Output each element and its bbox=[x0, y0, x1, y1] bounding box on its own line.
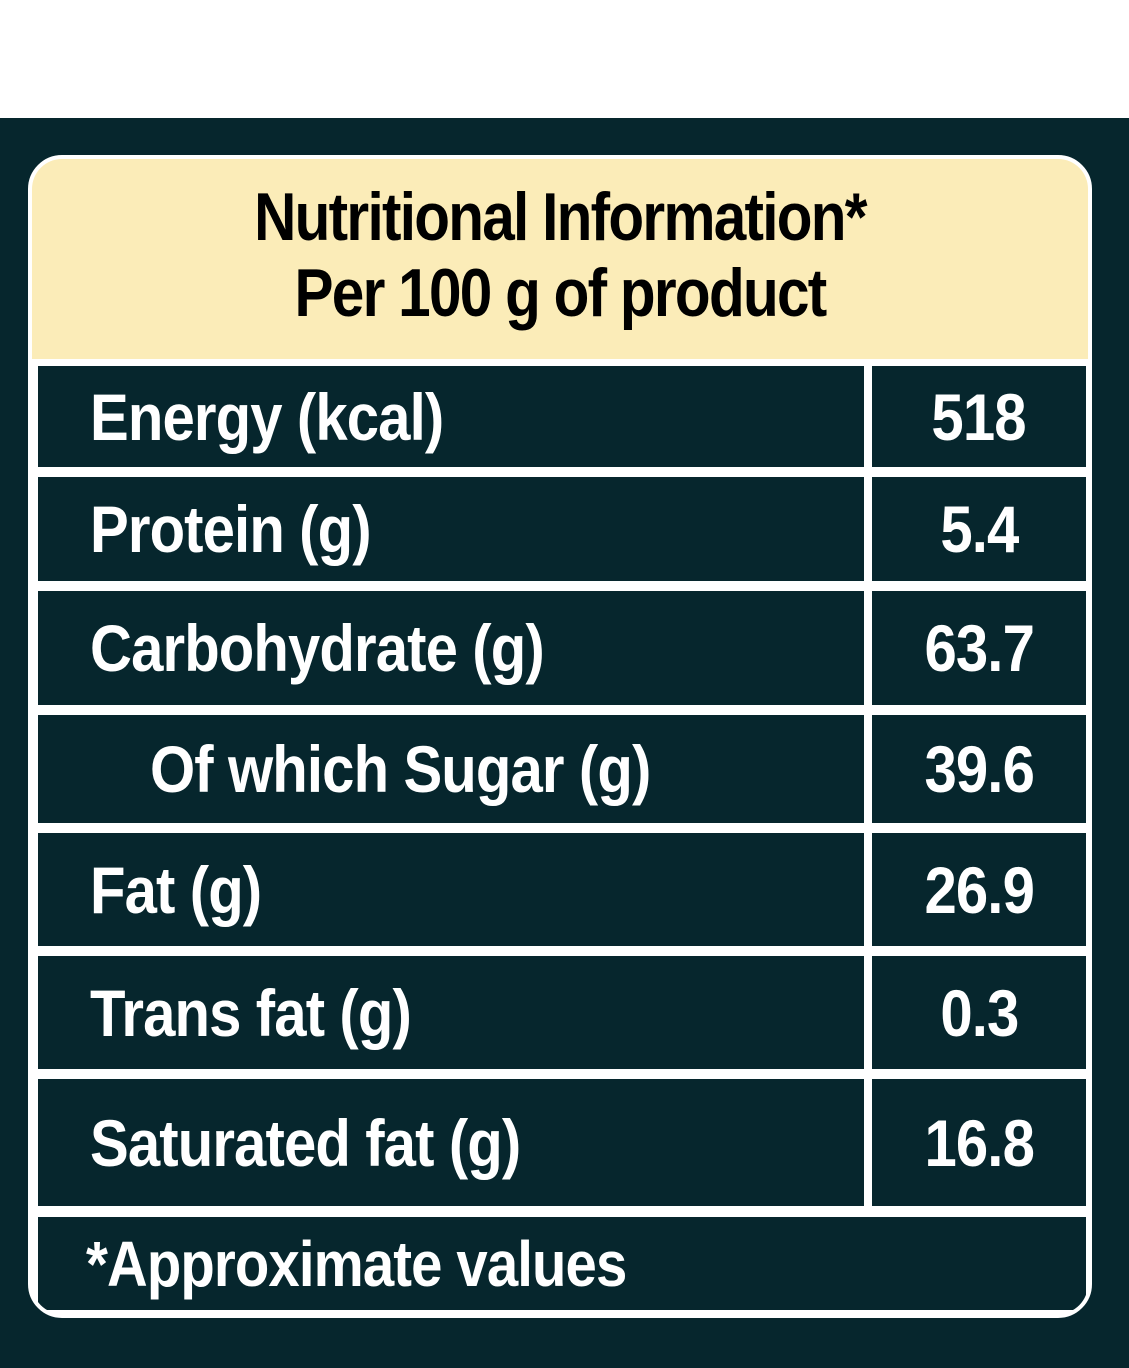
nutrient-value-cell: 0.3 bbox=[872, 956, 1086, 1069]
nutrition-facts-label: Nutritional Information* Per 100 g of pr… bbox=[28, 155, 1092, 1318]
nutrient-name: Of which Sugar (g) bbox=[150, 732, 651, 806]
nutrient-name-cell: Carbohydrate (g) bbox=[38, 591, 864, 705]
nutrient-name: Protein (g) bbox=[90, 492, 372, 566]
nutrient-value-cell: 26.9 bbox=[872, 833, 1086, 946]
nutrient-value-cell: 5.4 bbox=[872, 477, 1086, 581]
nutrient-name-cell: Energy (kcal) bbox=[38, 366, 864, 467]
nutrient-name-cell: Of which Sugar (g) bbox=[38, 715, 864, 823]
nutrient-name-cell: Fat (g) bbox=[38, 833, 864, 946]
nutrient-row-saturated-fat: Saturated fat (g) 16.8 bbox=[38, 1079, 1086, 1206]
nutrient-value-cell: 16.8 bbox=[872, 1079, 1086, 1206]
nutrient-value: 0.3 bbox=[939, 975, 1019, 1050]
nutrition-subtitle: Per 100 g of product bbox=[294, 255, 827, 331]
footnote-row: *Approximate values bbox=[38, 1217, 1086, 1310]
nutrient-value: 26.9 bbox=[924, 852, 1034, 927]
nutrient-value-cell: 39.6 bbox=[872, 715, 1086, 823]
footnote-text: *Approximate values bbox=[86, 1227, 627, 1300]
nutrient-row-trans-fat: Trans fat (g) 0.3 bbox=[38, 956, 1086, 1069]
nutrient-value: 39.6 bbox=[924, 732, 1034, 806]
nutrient-name-cell: Saturated fat (g) bbox=[38, 1079, 864, 1206]
nutrition-header: Nutritional Information* Per 100 g of pr… bbox=[32, 159, 1088, 359]
nutrient-name: Fat (g) bbox=[90, 852, 262, 927]
nutrient-value-cell: 518 bbox=[872, 366, 1086, 467]
nutrient-name: Trans fat (g) bbox=[90, 975, 412, 1050]
nutrient-value-cell: 63.7 bbox=[872, 591, 1086, 705]
nutrient-row-carbohydrate: Carbohydrate (g) 63.7 bbox=[38, 591, 1086, 705]
nutrition-title: Nutritional Information* bbox=[254, 179, 867, 255]
nutrient-row-protein: Protein (g) 5.4 bbox=[38, 477, 1086, 581]
nutrient-value: 16.8 bbox=[924, 1105, 1034, 1180]
nutrient-name-cell: Trans fat (g) bbox=[38, 956, 864, 1069]
nutrient-name-cell: Protein (g) bbox=[38, 477, 864, 581]
nutrient-row-fat: Fat (g) 26.9 bbox=[38, 833, 1086, 946]
nutrient-name: Saturated fat (g) bbox=[90, 1105, 521, 1180]
nutrient-name: Energy (kcal) bbox=[90, 379, 444, 454]
nutrient-row-energy: Energy (kcal) 518 bbox=[38, 366, 1086, 467]
nutrient-value: 518 bbox=[931, 379, 1027, 454]
nutrient-row-sugar: Of which Sugar (g) 39.6 bbox=[38, 715, 1086, 823]
nutrient-value: 63.7 bbox=[924, 611, 1034, 685]
nutrient-value: 5.4 bbox=[939, 492, 1019, 566]
nutrient-name: Carbohydrate (g) bbox=[90, 611, 545, 685]
